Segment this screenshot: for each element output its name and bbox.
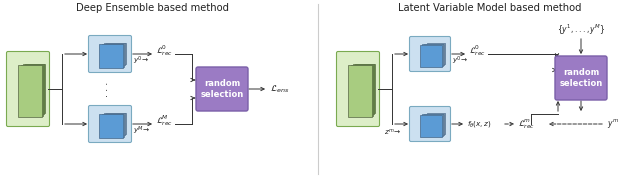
Bar [106, 113, 126, 134]
Bar [422, 44, 443, 66]
FancyBboxPatch shape [6, 51, 49, 127]
Text: $z^m\!\rightarrow$: $z^m\!\rightarrow$ [384, 127, 401, 137]
Text: $y^m$: $y^m$ [607, 117, 619, 130]
Bar [424, 114, 444, 135]
Text: $\mathcal{L}_{rec}^{m}$: $\mathcal{L}_{rec}^{m}$ [518, 117, 535, 131]
Bar [348, 65, 372, 117]
Bar [102, 44, 124, 67]
Bar [19, 65, 42, 117]
Text: $\{y^1,...,y^M\}$: $\{y^1,...,y^M\}$ [557, 23, 605, 37]
Bar [355, 64, 375, 113]
Text: $\mathcal{L}_{rec}^{0}$: $\mathcal{L}_{rec}^{0}$ [156, 44, 173, 58]
Bar [422, 114, 443, 136]
Bar [104, 43, 125, 66]
Text: $f_\theta(x,z)$: $f_\theta(x,z)$ [467, 119, 492, 129]
Text: · · ·: · · · [103, 81, 113, 97]
Text: $y^M\!\rightarrow$: $y^M\!\rightarrow$ [133, 125, 150, 137]
Text: $\mathcal{L}_{ens}$: $\mathcal{L}_{ens}$ [270, 83, 289, 95]
Bar [353, 64, 374, 114]
Bar [25, 64, 45, 113]
Bar [427, 114, 445, 134]
Bar [420, 45, 442, 67]
Text: Latent Variable Model based method: Latent Variable Model based method [398, 3, 582, 13]
Text: $\mathcal{L}_{rec}^{0}$: $\mathcal{L}_{rec}^{0}$ [469, 44, 486, 58]
FancyBboxPatch shape [88, 106, 131, 143]
Text: $y^0\!\rightarrow$: $y^0\!\rightarrow$ [133, 55, 149, 67]
Bar [104, 113, 125, 135]
Bar [424, 44, 444, 65]
FancyBboxPatch shape [410, 106, 451, 142]
Bar [427, 43, 445, 64]
FancyBboxPatch shape [196, 67, 248, 111]
Bar [420, 115, 442, 137]
Bar [351, 65, 372, 116]
FancyBboxPatch shape [337, 51, 380, 127]
Text: $\mathcal{L}_{rec}^{M}$: $\mathcal{L}_{rec}^{M}$ [156, 114, 173, 129]
Text: random
selection: random selection [559, 68, 603, 88]
Text: $y^0\!\rightarrow$: $y^0\!\rightarrow$ [452, 55, 468, 67]
Bar [106, 43, 126, 64]
Bar [102, 114, 124, 137]
Text: random
selection: random selection [200, 79, 244, 99]
Text: Deep Ensemble based method: Deep Ensemble based method [76, 3, 228, 13]
Bar [20, 65, 43, 116]
Bar [23, 64, 44, 114]
FancyBboxPatch shape [555, 56, 607, 100]
Bar [99, 114, 123, 138]
Bar [99, 44, 123, 68]
FancyBboxPatch shape [88, 35, 131, 72]
FancyBboxPatch shape [410, 36, 451, 72]
